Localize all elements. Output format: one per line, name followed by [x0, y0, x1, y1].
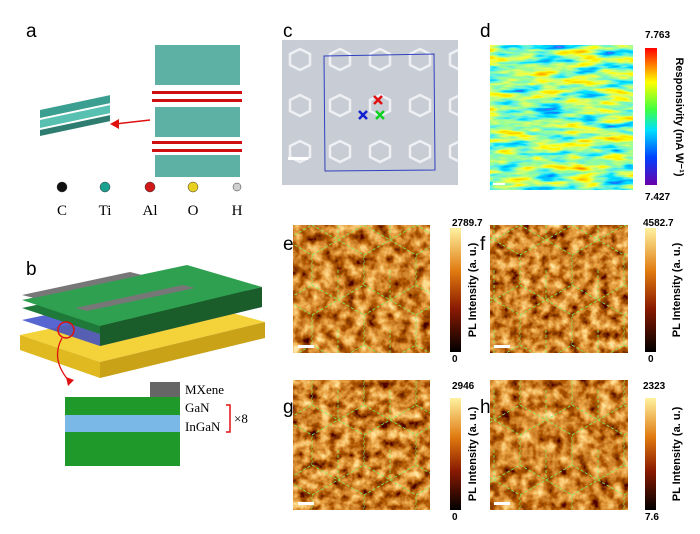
pl-map	[490, 225, 656, 353]
legend-label: Al	[143, 203, 158, 219]
colorbar-max: 2946	[452, 381, 475, 392]
panel-label: h	[480, 397, 491, 418]
mxene-structure	[40, 45, 242, 193]
panel-label: g	[283, 397, 294, 418]
panel-label: e	[283, 234, 294, 255]
colorbar-min: 0	[452, 354, 458, 365]
pl-map	[293, 225, 461, 353]
pl-map	[293, 380, 461, 510]
colorbar-title: PL Intensity (a. u.)	[671, 242, 683, 337]
colorbar-title: PL Intensity (a. u.)	[671, 406, 683, 501]
colorbar-max: 7.763	[645, 30, 670, 41]
responsivity-map	[490, 45, 657, 190]
panel-label: f	[480, 234, 486, 255]
colorbar-min: 0	[648, 354, 654, 365]
layer-label: GaN	[185, 400, 210, 415]
panel-label: a	[26, 21, 37, 42]
colorbar-title: PL Intensity (a. u.)	[467, 242, 479, 337]
colorbar-min: 0	[452, 512, 458, 523]
panel-label: b	[26, 259, 37, 280]
layer-label: MXene	[185, 382, 224, 397]
colorbar-max: 2789.7	[452, 218, 483, 229]
layer-label: InGaN	[185, 419, 221, 434]
layer-multiplier: ×8	[234, 411, 248, 426]
legend-label: O	[188, 203, 199, 219]
pl-map	[490, 380, 656, 510]
legend-label: Ti	[99, 203, 112, 219]
panel-label: d	[480, 21, 491, 42]
colorbar-min: 7.6	[645, 512, 659, 523]
device-schematic	[20, 265, 265, 466]
colorbar-max: 2323	[643, 381, 666, 392]
panel-label: c	[283, 21, 293, 42]
colorbar-title: PL Intensity (a. u.)	[467, 406, 479, 501]
colorbar-title: Responsivity (mA W⁻¹)	[673, 57, 685, 176]
optical-image	[282, 40, 458, 185]
colorbar-min: 7.427	[645, 192, 670, 203]
legend-label: H	[232, 203, 243, 219]
colorbar-max: 4582.7	[643, 218, 674, 229]
legend-label: C	[57, 203, 67, 219]
